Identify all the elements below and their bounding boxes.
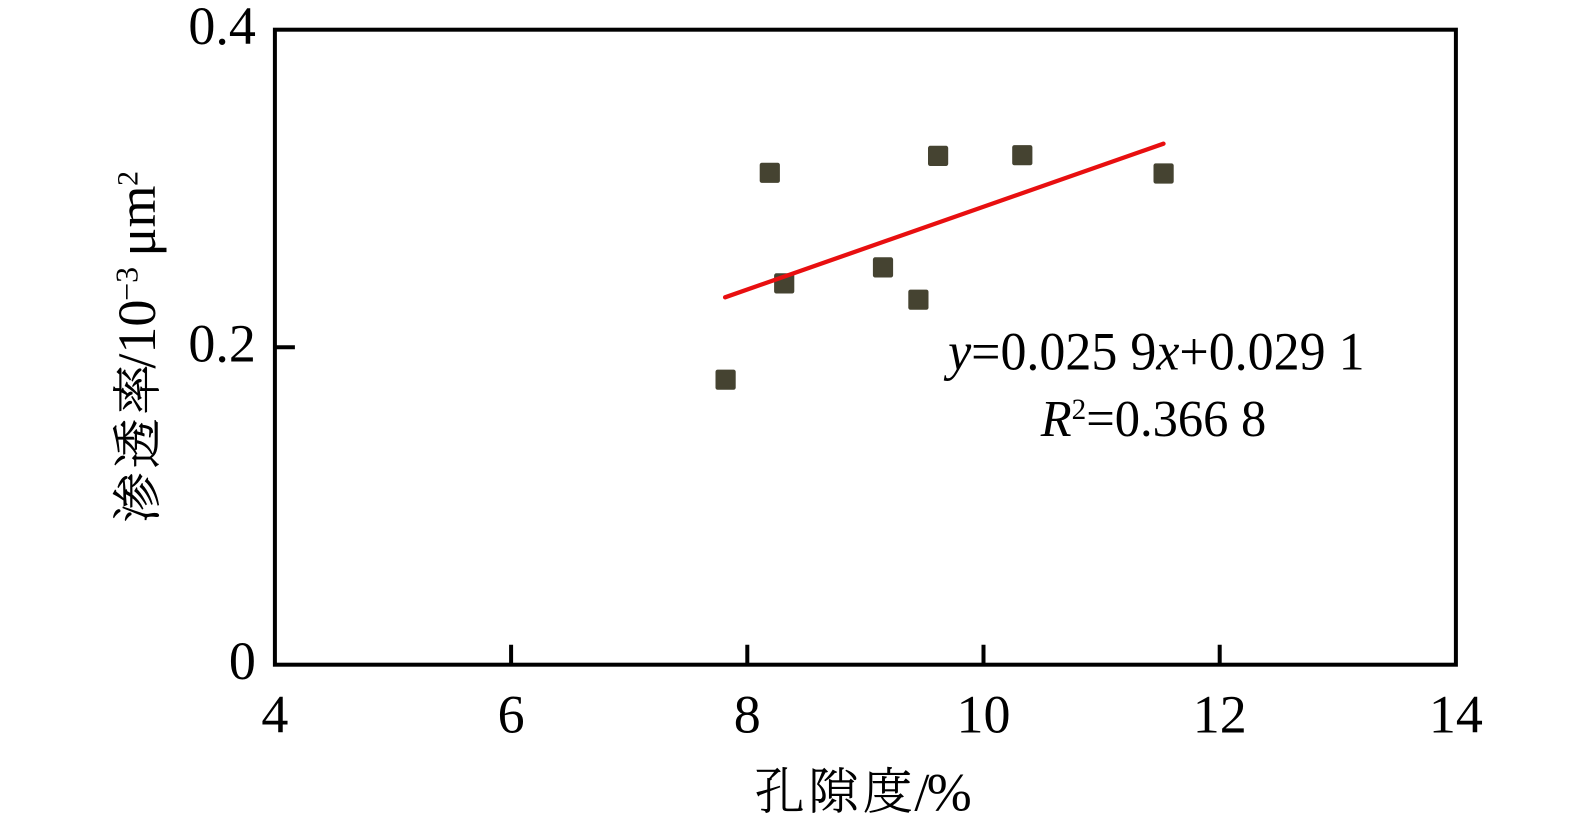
svg-text:μm: μm (107, 186, 167, 257)
svg-text:8: 8 (734, 684, 761, 744)
svg-text:/10: /10 (107, 300, 167, 369)
svg-text:12: 12 (1193, 684, 1247, 744)
svg-text:−3: −3 (109, 267, 145, 301)
svg-text:2: 2 (112, 171, 145, 186)
svg-text:4: 4 (261, 684, 288, 744)
svg-text:/: / (914, 763, 929, 823)
svg-text:6: 6 (498, 684, 525, 744)
svg-text:%: % (927, 763, 972, 823)
svg-text:R2=0.366 8: R2=0.366 8 (1040, 391, 1266, 448)
svg-text:0.4: 0.4 (188, 0, 256, 56)
svg-text:14: 14 (1429, 684, 1483, 744)
svg-text:0.2: 0.2 (188, 314, 256, 374)
svg-text:y=0.025 9x+0.029 1: y=0.025 9x+0.029 1 (943, 322, 1364, 382)
svg-text:10: 10 (957, 684, 1011, 744)
svg-text:0: 0 (229, 631, 256, 691)
